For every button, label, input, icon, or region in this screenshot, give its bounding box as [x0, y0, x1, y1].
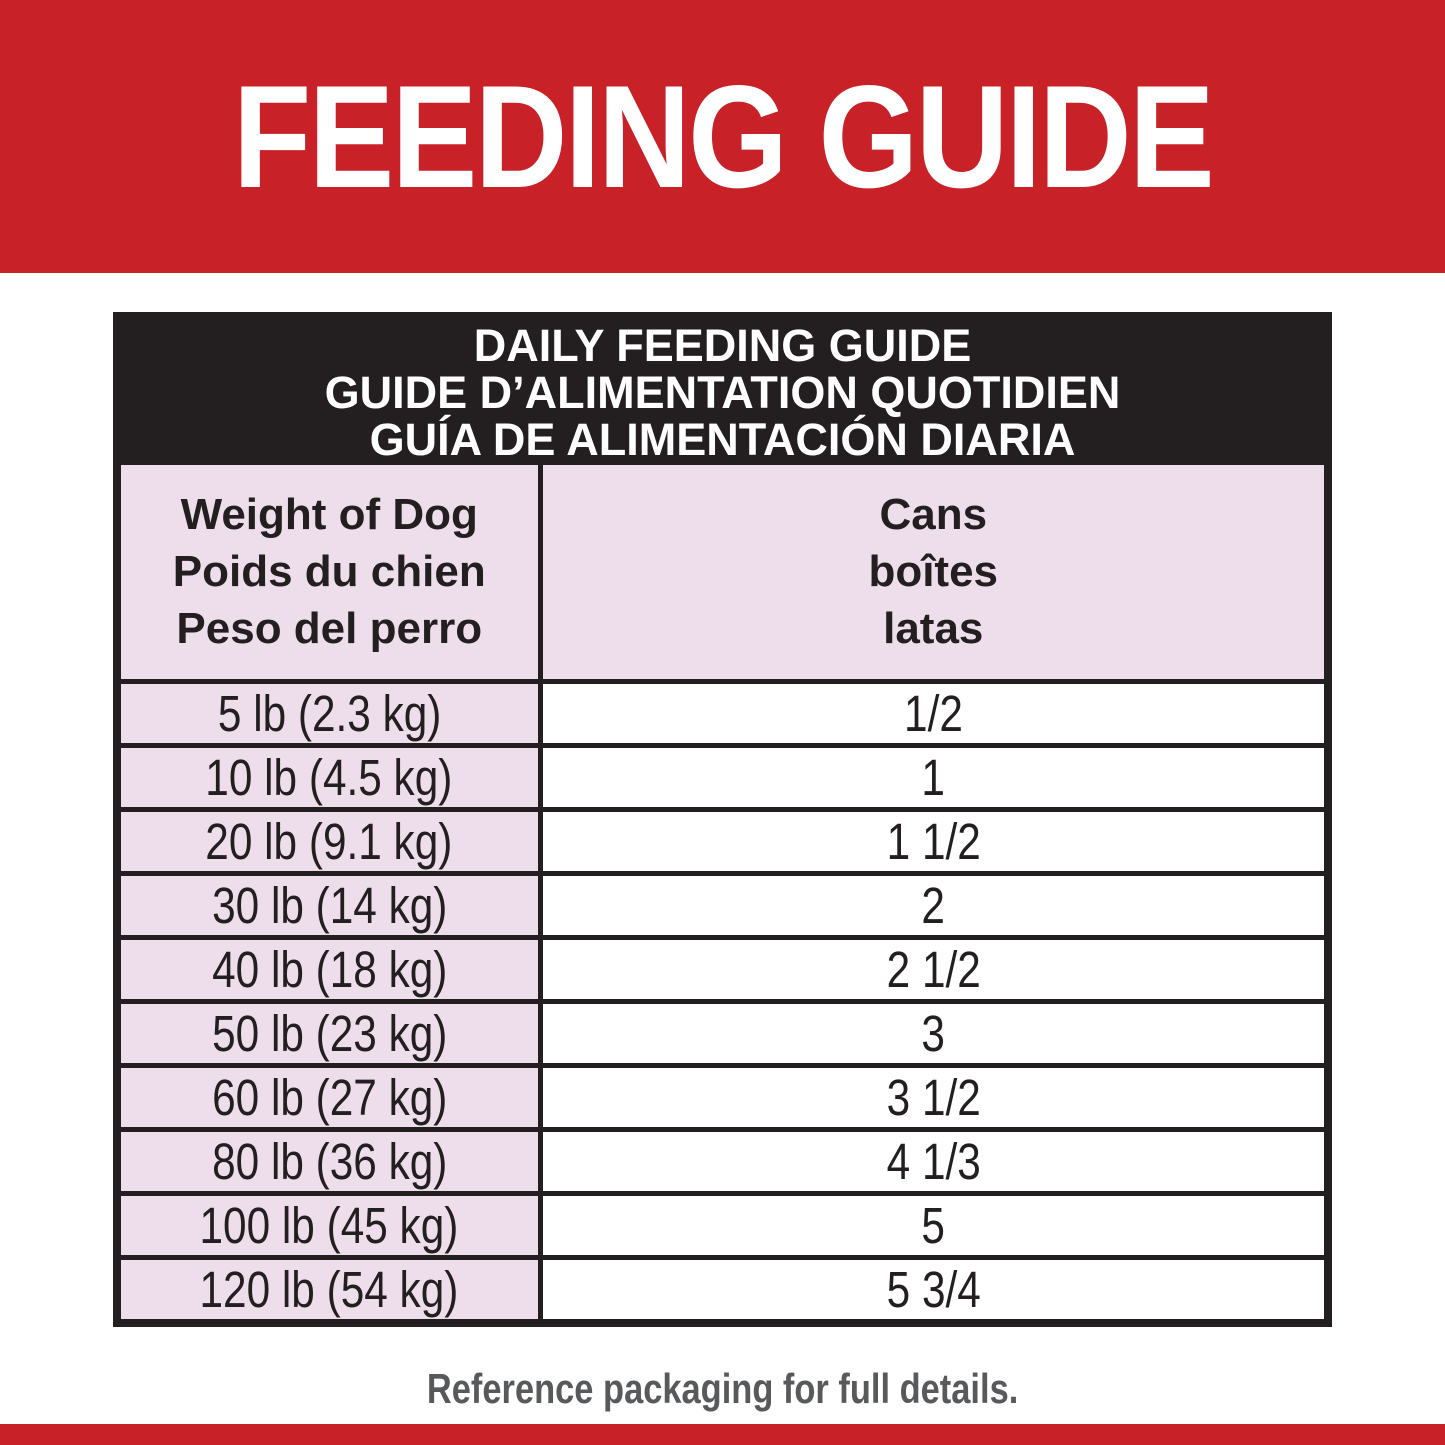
cans-cell: 5 [537, 1190, 1324, 1260]
table-title: DAILY FEEDING GUIDE GUIDE D’ALIMENTATION… [121, 320, 1324, 465]
cans-value: 3 1/2 [886, 1068, 981, 1126]
cans-cell: 1 [537, 742, 1324, 812]
cans-cell: 3 [537, 998, 1324, 1068]
table-title-line-fr: GUIDE D’ALIMENTATION QUOTIDIEN [324, 367, 1121, 418]
cans-value: 1 [921, 748, 946, 806]
weight-cell: 80 lb (36 kg) [121, 1126, 543, 1196]
cans-value: 1 1/2 [886, 812, 981, 870]
table-row: 100 lb (45 kg) 5 [121, 1190, 1324, 1260]
feeding-guide-banner: FEEDING GUIDE [0, 0, 1445, 273]
weight-cell: 40 lb (18 kg) [121, 934, 543, 1004]
cans-cell: 3 1/2 [537, 1062, 1324, 1132]
weight-header-es: Peso del perro [176, 604, 483, 654]
table-row: 50 lb (23 kg) 3 [121, 998, 1324, 1068]
footer-note: Reference packaging for full details. [0, 1365, 1445, 1413]
table-title-line-es: GUÍA DE ALIMENTACIÓN DIARIA [369, 414, 1076, 465]
weight-cell: 100 lb (45 kg) [121, 1190, 543, 1260]
column-header-weight: Weight of Dog Poids du chien Peso del pe… [121, 465, 543, 684]
table-row: 20 lb (9.1 kg) 1 1/2 [121, 806, 1324, 876]
feeding-table: Weight of Dog Poids du chien Peso del pe… [121, 465, 1324, 1319]
weight-cell: 20 lb (9.1 kg) [121, 806, 543, 876]
weight-value: 50 lb (23 kg) [211, 1004, 447, 1062]
table-body: 5 lb (2.3 kg) 1/2 10 lb (4.5 kg) 1 20 lb… [121, 678, 1324, 1319]
table-row: 120 lb (54 kg) 5 3/4 [121, 1254, 1324, 1319]
cans-value: 1/2 [903, 684, 963, 742]
footer-note-text: Reference packaging for full details. [426, 1364, 1019, 1412]
weight-value: 10 lb (4.5 kg) [205, 748, 453, 806]
cans-value: 5 [921, 1196, 946, 1254]
weight-value: 40 lb (18 kg) [211, 940, 447, 998]
table-row: 40 lb (18 kg) 2 1/2 [121, 934, 1324, 1004]
weight-value: 60 lb (27 kg) [211, 1068, 447, 1126]
weight-cell: 50 lb (23 kg) [121, 998, 543, 1068]
cans-cell: 2 [537, 870, 1324, 940]
cans-value: 5 3/4 [886, 1260, 981, 1318]
cans-value: 4 1/3 [886, 1132, 981, 1190]
bottom-red-strip [0, 1424, 1445, 1445]
weight-value: 80 lb (36 kg) [211, 1132, 447, 1190]
column-header-cans: Cans boîtes latas [537, 465, 1324, 684]
cans-value: 3 [921, 1004, 946, 1062]
weight-header-en: Weight of Dog [180, 490, 478, 540]
cans-cell: 4 1/3 [537, 1126, 1324, 1196]
weight-value: 100 lb (45 kg) [199, 1196, 459, 1254]
weight-cell: 5 lb (2.3 kg) [121, 678, 543, 748]
table-title-line-en: DAILY FEEDING GUIDE [473, 320, 972, 371]
cans-header-es: latas [883, 604, 984, 654]
weight-value: 5 lb (2.3 kg) [217, 684, 442, 742]
weight-value: 30 lb (14 kg) [211, 876, 447, 934]
weight-header-fr: Poids du chien [172, 547, 486, 597]
weight-cell: 30 lb (14 kg) [121, 870, 543, 940]
table-row: 10 lb (4.5 kg) 1 [121, 742, 1324, 812]
cans-value: 2 1/2 [886, 940, 981, 998]
weight-cell: 60 lb (27 kg) [121, 1062, 543, 1132]
page-title: FEEDING GUIDE [232, 54, 1215, 218]
daily-feeding-table: DAILY FEEDING GUIDE GUIDE D’ALIMENTATION… [113, 312, 1332, 1327]
table-header-row: Weight of Dog Poids du chien Peso del pe… [121, 465, 1324, 684]
weight-value: 20 lb (9.1 kg) [205, 812, 453, 870]
weight-cell: 10 lb (4.5 kg) [121, 742, 543, 812]
cans-cell: 2 1/2 [537, 934, 1324, 1004]
cans-cell: 5 3/4 [537, 1254, 1324, 1319]
table-row: 80 lb (36 kg) 4 1/3 [121, 1126, 1324, 1196]
cans-cell: 1/2 [537, 678, 1324, 748]
cans-header-fr: boîtes [868, 547, 999, 597]
table-row: 60 lb (27 kg) 3 1/2 [121, 1062, 1324, 1132]
cans-value: 2 [921, 876, 946, 934]
table-row: 5 lb (2.3 kg) 1/2 [121, 678, 1324, 748]
table-row: 30 lb (14 kg) 2 [121, 870, 1324, 940]
weight-value: 120 lb (54 kg) [199, 1260, 459, 1318]
weight-cell: 120 lb (54 kg) [121, 1254, 543, 1319]
cans-header-en: Cans [879, 490, 988, 540]
cans-cell: 1 1/2 [537, 806, 1324, 876]
